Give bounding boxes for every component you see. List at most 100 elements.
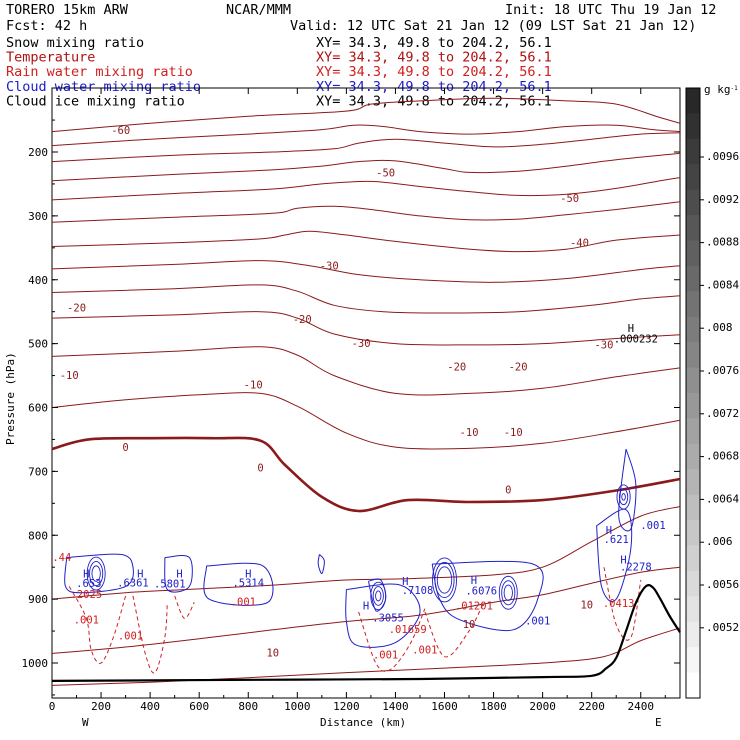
rain-water-label: .001 bbox=[412, 644, 437, 656]
cloud-water-label: .5314 bbox=[232, 577, 264, 589]
colorbar-swatch bbox=[686, 494, 700, 521]
x-tick-label: 2000 bbox=[529, 700, 556, 713]
cloud-water-contour bbox=[86, 556, 106, 591]
isotherm-label: -40 bbox=[570, 238, 589, 250]
colorbar-tick-label: .0052 bbox=[706, 621, 739, 634]
isotherm-line bbox=[51, 311, 681, 346]
y-tick-label: 900 bbox=[28, 593, 48, 606]
field-legend-xy: XY= 34.3, 49.8 to 204.2, 56.1 bbox=[316, 64, 552, 80]
cloud-water-label: .001 bbox=[640, 520, 665, 532]
field-legend-xy: XY= 34.3, 49.8 to 204.2, 56.1 bbox=[316, 50, 552, 66]
colorbar-swatch bbox=[686, 469, 700, 496]
rain-water-label: .001 bbox=[74, 614, 99, 626]
isotherm-line bbox=[51, 566, 681, 654]
cloud-water-contour bbox=[375, 590, 382, 602]
y-tick-label: 800 bbox=[28, 529, 48, 542]
colorbar-swatch bbox=[686, 621, 700, 648]
colorbar-swatch bbox=[686, 647, 700, 674]
colorbar-swatch bbox=[686, 672, 700, 699]
field-legend-label: Cloud water mixing ratio bbox=[6, 79, 201, 95]
cloud-water-contour bbox=[503, 584, 513, 601]
cloud-water-contour bbox=[618, 488, 629, 506]
y-tick-label: 300 bbox=[28, 210, 48, 223]
rain-water-label: .44 bbox=[52, 552, 71, 564]
isotherm-label: 0 bbox=[505, 485, 511, 497]
isotherm-label: -10 bbox=[244, 379, 263, 391]
field-legend-label: Temperature bbox=[6, 50, 95, 66]
rain-water-label: .01201 bbox=[455, 600, 493, 612]
x-tick-label: 1800 bbox=[480, 700, 507, 713]
org-name: NCAR/MMM bbox=[226, 2, 291, 18]
colorbar-swatch bbox=[686, 367, 700, 394]
cloud-water-contour bbox=[621, 493, 626, 501]
isotherm-label: -20 bbox=[67, 303, 86, 315]
cloud-water-contour bbox=[616, 484, 631, 510]
isotherm-line bbox=[51, 132, 681, 163]
field-legend-xy: XY= 34.3, 49.8 to 204.2, 56.1 bbox=[316, 93, 552, 109]
field-legend-xy: XY= 34.3, 49.8 to 204.2, 56.1 bbox=[316, 35, 552, 51]
rain-water-contour bbox=[174, 595, 195, 619]
colorbar-swatch bbox=[686, 164, 700, 191]
rain-water-label: .01659 bbox=[389, 624, 427, 636]
model-name: TORERO 15km ARW bbox=[6, 2, 129, 18]
cloud-water-contour bbox=[203, 562, 274, 606]
colorbar-swatch bbox=[686, 240, 700, 267]
cloud-water-max-label: H bbox=[606, 525, 612, 537]
x-tick-label: 1400 bbox=[382, 700, 409, 713]
isotherm-label: -50 bbox=[376, 167, 395, 179]
plot-frame bbox=[51, 87, 681, 699]
valid-time: Valid: 12 UTC Sat 21 Jan 12 (09 LST Sat … bbox=[290, 18, 696, 34]
cloud-water-label: .5801 bbox=[154, 579, 186, 591]
colorbar-tick-label: .0092 bbox=[706, 193, 739, 206]
snow-max-value: .000232 bbox=[614, 333, 658, 345]
cloud-water-label: .621 bbox=[604, 534, 629, 546]
colorbar-swatch bbox=[686, 520, 700, 546]
cloud-water-contour bbox=[89, 561, 104, 587]
isotherm-line bbox=[51, 97, 681, 133]
cloud-water-max-label: H bbox=[245, 568, 251, 580]
isotherm-label: -60 bbox=[111, 125, 130, 137]
field-legend-label: Snow mixing ratio bbox=[6, 35, 144, 51]
cloud-water-contour bbox=[498, 575, 518, 610]
colorbar-tick-label: .0056 bbox=[706, 578, 739, 591]
west-label: W bbox=[82, 716, 89, 729]
cloud-water-max-label: H bbox=[471, 575, 477, 587]
isotherm-line bbox=[51, 260, 681, 283]
colorbar-tick-label: .0076 bbox=[706, 364, 739, 377]
x-axis-label: Distance (km) bbox=[320, 716, 406, 729]
colorbar-swatch bbox=[686, 443, 700, 470]
cloud-water-contour bbox=[164, 554, 193, 593]
cloud-water-max-label: H bbox=[620, 554, 626, 566]
y-tick-label: 600 bbox=[28, 402, 48, 415]
cloud-water-label: .653 bbox=[76, 578, 101, 590]
rain-water-label: .001 bbox=[118, 630, 143, 642]
isotherm-label: 10 bbox=[580, 600, 593, 612]
rain-water-label: .001 bbox=[231, 597, 256, 609]
rain-water-label: .0413 bbox=[603, 598, 635, 610]
colorbar-swatch bbox=[686, 138, 700, 165]
temperature-contours bbox=[51, 97, 681, 686]
rain-water-label: .001 bbox=[373, 650, 398, 662]
colorbar-tick-label: .0084 bbox=[706, 278, 739, 291]
isotherm-label: -50 bbox=[560, 193, 579, 205]
isotherm-line bbox=[51, 627, 681, 686]
cloud-water-contour bbox=[64, 553, 134, 594]
cloud-water-max-label: H bbox=[137, 568, 143, 580]
isotherm-line bbox=[51, 346, 681, 396]
colorbar: g kg-1 .0096 .0092 .0088 .0084 .008 .0076 .007… bbox=[685, 83, 739, 699]
colorbar-tick-label: .006 bbox=[706, 535, 733, 548]
cloud-water-contours bbox=[64, 448, 637, 648]
isotherm-label: 0 bbox=[257, 462, 263, 474]
y-tick-label: 400 bbox=[28, 274, 48, 287]
x-tick-label: 400 bbox=[140, 700, 160, 713]
colorbar-tick-label: .0096 bbox=[706, 150, 739, 163]
colorbar-swatch bbox=[686, 88, 700, 114]
x-tick-label: 1000 bbox=[284, 700, 311, 713]
isotherm-label: -30 bbox=[352, 338, 371, 350]
colorbar-swatch bbox=[686, 418, 700, 445]
cloud-water-max-label: H bbox=[83, 568, 89, 580]
isotherm-line bbox=[51, 177, 681, 201]
cloud-water-contour bbox=[317, 554, 325, 575]
y-tick-label: 700 bbox=[28, 465, 48, 478]
